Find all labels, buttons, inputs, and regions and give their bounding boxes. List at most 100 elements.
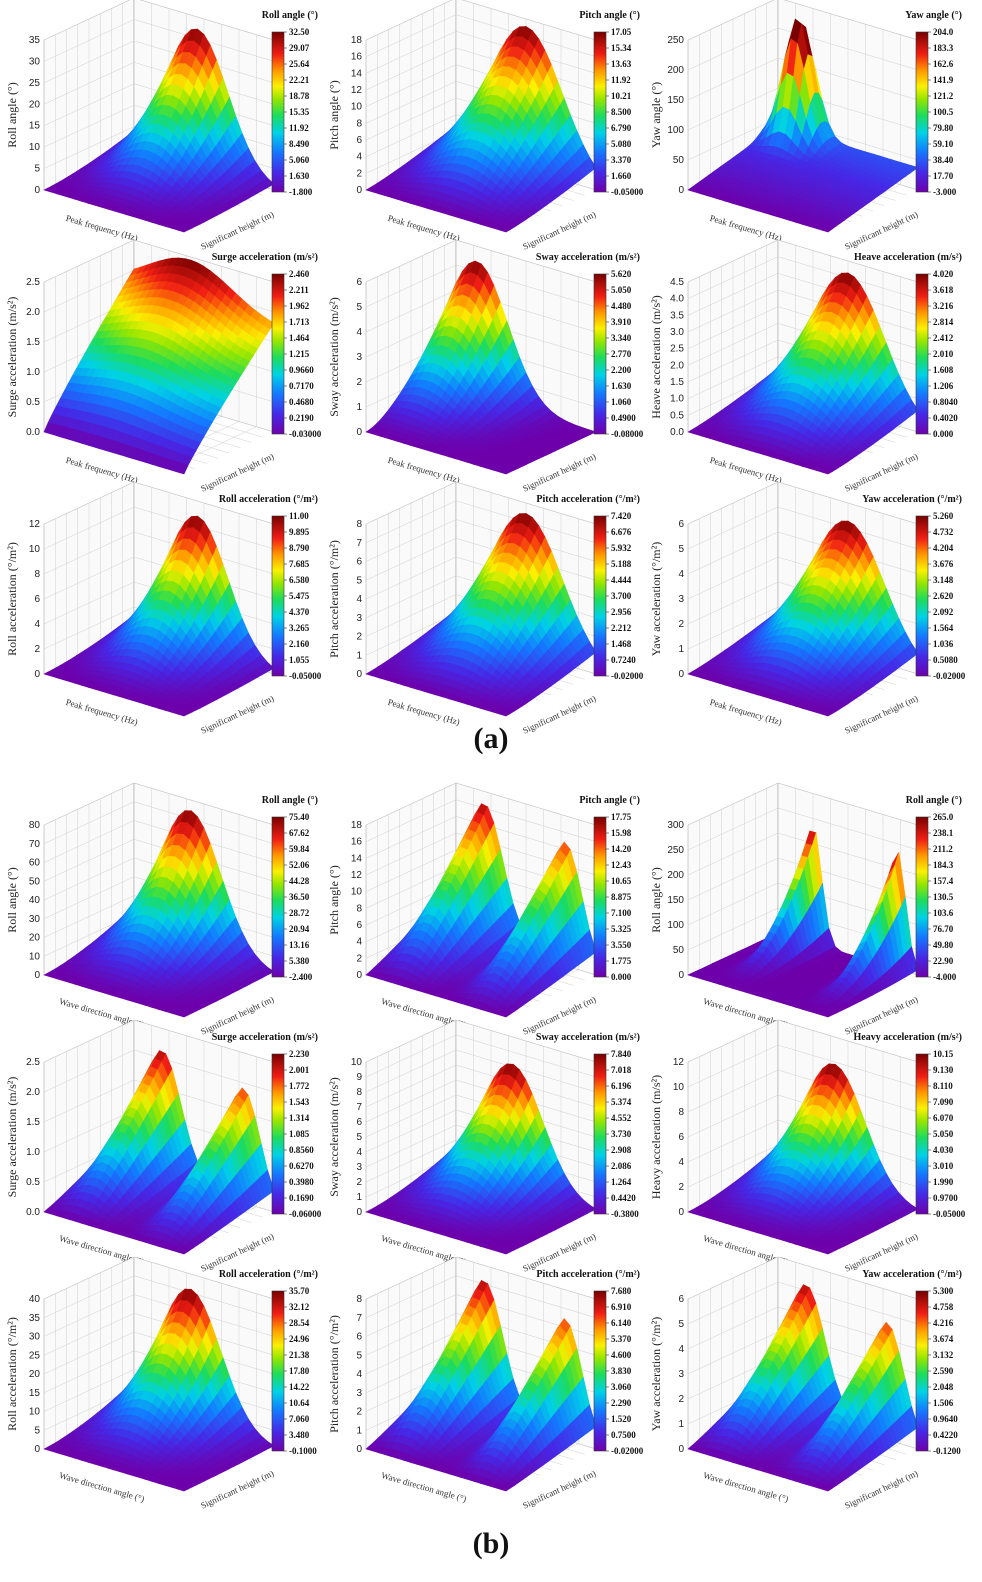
colorbar-tick-label: -0.05000 (289, 671, 322, 681)
z-tick-label: 3 (356, 352, 362, 363)
colorbar (915, 515, 929, 677)
colorbar-tick-label: 6.790 (611, 123, 632, 133)
z-tick-label: 1.5 (26, 337, 40, 348)
colorbar-tick-label: 2.200 (611, 365, 632, 375)
surface-patch (176, 711, 189, 717)
colorbar-tick-label: 1.468 (611, 639, 632, 649)
surface-chart-panel: 0 1 2 3 4 5 6 Yaw acceleration (°/m²) Peak frequ… (649, 481, 970, 744)
colorbar-tick-label: 3.910 (611, 317, 632, 327)
colorbar-tick-label: 5.188 (611, 559, 632, 569)
surface-patch (820, 711, 833, 717)
colorbar-tick-label: 2.010 (933, 349, 954, 359)
z-axis-label: Sway acceleration (m/s²) (327, 297, 341, 417)
colorbar-tick-label: 2.770 (611, 349, 632, 359)
colorbar-tick-label: 2.211 (289, 285, 309, 295)
colorbar-tick-label: 0.4020 (933, 413, 958, 423)
colorbar-tick-label: 8.790 (289, 543, 310, 553)
surface-mesh (43, 515, 275, 717)
z-tick-label: 10 (29, 544, 41, 555)
colorbar-tick-label: -3.000 (933, 187, 957, 197)
surface-mesh (687, 272, 919, 475)
z-axis-label: Roll angle (°) (5, 82, 19, 147)
colorbar-tick-label: 7.685 (289, 559, 310, 569)
colorbar-tick-label: 0.4900 (611, 413, 636, 423)
z-tick-label: 0 (34, 185, 40, 196)
z-tick-label: 10 (351, 102, 363, 113)
z-tick-label: 4.5 (670, 277, 684, 288)
colorbar-tick-label: 29.07 (289, 43, 310, 53)
z-tick-label: 30 (29, 56, 41, 67)
surface-mesh (365, 260, 597, 475)
z-tick-label: 14 (351, 68, 363, 79)
colorbar-tick-label: 2.460 (289, 269, 310, 279)
colorbar-tick-label: 162.6 (933, 59, 954, 69)
z-tick-label: 12 (351, 85, 363, 96)
colorbar-tick-label: 10.21 (611, 91, 632, 101)
colorbar-tick-label: 3.676 (933, 559, 954, 569)
z-tick-label: 5 (678, 544, 684, 555)
colorbar-tick-label: -0.03000 (289, 429, 322, 439)
colorbar-tick-label: 2.212 (611, 623, 632, 633)
colorbar-tick-label: 1.660 (611, 171, 632, 181)
colorbar-tick-label: 18.78 (289, 91, 310, 101)
z-tick-label: 15 (29, 121, 41, 132)
z-tick-label: 3 (356, 613, 362, 624)
colorbar (593, 273, 607, 435)
colorbar-tick-label: 1.564 (933, 623, 954, 633)
surface-chart-panel: 0.0 0.5 1.0 1.5 2.0 2.5 3.0 3.5 4.0 4.5 Heave acce… (649, 239, 970, 502)
colorbar-tick-label: -0.02000 (933, 671, 966, 681)
panel-title: Yaw angle (°) (905, 10, 962, 21)
colorbar-tick-label: 6.580 (289, 575, 310, 585)
surface-patch (498, 711, 511, 717)
colorbar-tick-label: 4.732 (933, 527, 954, 537)
z-axis-label: Heave acceleration (m/s²) (649, 295, 663, 419)
z-tick-label: 1.0 (26, 367, 40, 378)
colorbar-tick-label: 6.676 (611, 527, 632, 537)
colorbar-tick-label: 2.956 (611, 607, 632, 617)
colorbar-tick-label: 3.148 (933, 575, 954, 585)
z-tick-label: 2 (356, 632, 362, 643)
x-axis-label: Peak frequency (Hz) (709, 213, 783, 243)
colorbar-tick-label: 1.962 (289, 301, 310, 311)
colorbar (593, 515, 607, 677)
z-tick-label: 0 (356, 669, 362, 680)
z-tick-label: 0 (34, 669, 40, 680)
surface-patch (498, 227, 511, 233)
z-tick-label: 16 (351, 52, 363, 63)
colorbar-tick-label: 38.40 (933, 155, 954, 165)
x-axis-label: Peak frequency (Hz) (387, 213, 461, 243)
z-tick-label: 4 (356, 327, 362, 338)
panel-title: Pitch angle (°) (579, 10, 640, 21)
colorbar (593, 31, 607, 193)
colorbar-tick-label: 4.204 (933, 543, 954, 553)
colorbar-tick-label: 25.64 (289, 59, 310, 69)
z-tick-label: 5 (356, 302, 362, 313)
surface-mesh (687, 520, 919, 717)
z-tick-label: 1 (356, 650, 362, 661)
colorbar-tick-label: 2.620 (933, 591, 954, 601)
panel-title: Heave acceleration (m/s²) (854, 252, 962, 263)
colorbar-tick-label: 32.50 (289, 27, 310, 37)
z-tick-label: 25 (29, 78, 41, 89)
z-tick-label: 5 (356, 575, 362, 586)
figure-section-b: 0 10 20 30 40 50 60 70 80 Roll angle (°) Wave dire… (0, 782, 982, 1582)
surface-chart-panel: 0 2 4 6 8 10 12 Roll acceleration (°/m²) Peak fr… (5, 481, 326, 744)
colorbar-tick-label: 1.464 (289, 333, 310, 343)
z-tick-label: 50 (673, 155, 685, 166)
colorbar (271, 31, 285, 193)
z-tick-label: 0.0 (670, 427, 684, 438)
surface-mesh (43, 257, 275, 475)
colorbar-tick-label: 3.265 (289, 623, 310, 633)
colorbar-tick-label: 4.370 (289, 607, 310, 617)
z-tick-label: 100 (667, 125, 684, 136)
z-tick-label: 20 (29, 99, 41, 110)
z-tick-label: 6 (34, 594, 40, 605)
colorbar-tick-label: 5.260 (933, 511, 954, 521)
